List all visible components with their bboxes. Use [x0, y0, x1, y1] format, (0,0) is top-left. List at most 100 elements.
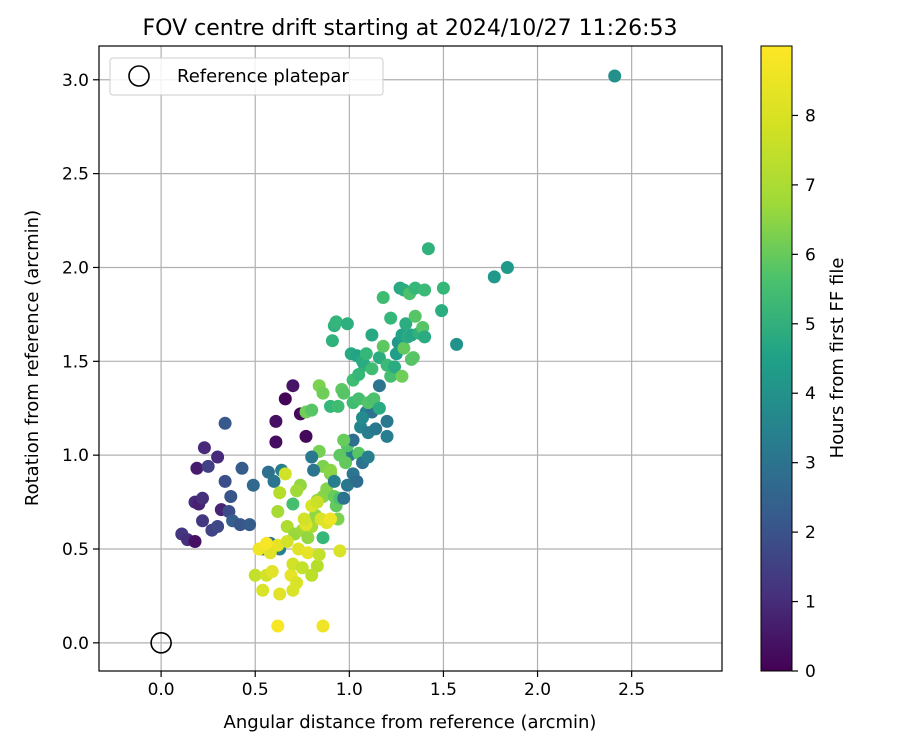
legend: Reference platepar [109, 57, 384, 96]
data-point [307, 463, 321, 477]
x-tick-label: 1.5 [430, 680, 457, 700]
y-tick-label: 0.0 [62, 634, 89, 654]
data-point [337, 386, 351, 400]
data-point [299, 429, 313, 443]
y-axis-ticks: 0.0 0.5 1.0 1.5 2.0 2.5 3.0 [62, 71, 99, 654]
colorbar-tick-label: 5 [805, 315, 816, 335]
data-point [290, 484, 304, 498]
legend-open-circle-icon [128, 65, 150, 87]
data-point [450, 337, 464, 351]
data-point [297, 512, 311, 526]
x-tick-label: 2.5 [618, 680, 645, 700]
y-tick-label: 1.0 [62, 446, 89, 466]
data-point [608, 69, 622, 83]
colorbar-gradient [760, 45, 793, 672]
data-point [246, 478, 260, 492]
data-point [418, 283, 432, 297]
data-point [224, 490, 238, 503]
data-point [295, 561, 309, 575]
x-tick-label: 1.0 [336, 680, 363, 700]
data-point [408, 309, 422, 323]
data-point [278, 392, 292, 406]
data-point [365, 362, 379, 376]
data-point [361, 450, 375, 464]
colorbar-tick-label: 8 [805, 106, 816, 126]
data-point [269, 414, 283, 428]
y-axis-label: Rotation from reference (arcmin) [22, 210, 43, 506]
data-point [384, 311, 398, 325]
data-point [369, 422, 383, 436]
data-point [267, 474, 281, 488]
data-point [310, 495, 324, 509]
data-point [305, 568, 319, 582]
data-point [435, 304, 449, 318]
colorbar-tick-label: 0 [805, 662, 816, 682]
data-point [421, 242, 435, 256]
colorbar-tick-label: 1 [805, 593, 816, 613]
data-point [372, 401, 386, 415]
y-tick-label: 0.5 [62, 540, 89, 560]
data-point [324, 512, 337, 526]
colorbar-tick-label: 2 [805, 523, 816, 543]
data-point [248, 568, 262, 582]
reference-point-marker [150, 632, 172, 654]
colorbar: 0 1 2 3 4 5 6 7 8 Hours from first FF file [760, 45, 848, 682]
x-tick-label: 0.5 [242, 680, 269, 700]
data-point [500, 261, 514, 274]
data-point [337, 491, 351, 505]
colorbar-tick-label: 6 [805, 245, 816, 265]
data-point [333, 544, 347, 558]
data-point [339, 456, 353, 470]
data-point [395, 369, 409, 383]
plot-frame [98, 45, 723, 672]
data-point [340, 317, 354, 331]
data-point [260, 536, 273, 550]
y-tick-label: 2.5 [62, 165, 89, 185]
data-point [406, 351, 420, 365]
data-point [190, 461, 204, 475]
data-point [305, 450, 319, 464]
data-point [265, 565, 279, 578]
colorbar-tick-label: 3 [805, 454, 816, 474]
data-point [280, 535, 294, 548]
data-point [487, 270, 501, 284]
data-point [346, 433, 360, 447]
colorbar-label: Hours from first FF file [827, 258, 848, 459]
data-point [331, 399, 345, 413]
legend-entry-label: Reference platepar [177, 66, 349, 87]
data-point [312, 548, 326, 562]
data-point [316, 531, 330, 545]
data-point [327, 474, 341, 488]
data-point [286, 379, 300, 393]
data-point [376, 339, 390, 353]
data-point [350, 474, 364, 488]
data-point [316, 619, 330, 633]
data-point [388, 360, 401, 374]
chart-title: FOV centre drift starting at 2024/10/27 … [143, 16, 678, 41]
legend-box [109, 57, 384, 96]
data-point [273, 587, 287, 601]
x-tick-label: 0.0 [148, 680, 175, 700]
data-point [316, 386, 330, 400]
colorbar-tick-label: 7 [805, 176, 816, 196]
x-tick-label: 2.0 [524, 680, 551, 700]
data-point [397, 341, 411, 355]
data-point [359, 347, 373, 361]
data-point [278, 467, 292, 481]
colorbar-tick-label: 4 [805, 384, 816, 404]
x-axis-label: Angular distance from reference (arcmin) [224, 712, 597, 733]
y-tick-label: 2.0 [62, 258, 89, 278]
data-point [310, 559, 324, 573]
data-point [356, 411, 369, 425]
data-point [380, 414, 394, 428]
data-point [243, 518, 257, 532]
data-point [290, 576, 304, 590]
data-point [436, 281, 450, 295]
x-axis-ticks: 0.0 0.5 1.0 1.5 2.0 2.5 [148, 671, 645, 700]
data-points [175, 69, 622, 633]
data-point [352, 368, 366, 381]
data-point [337, 433, 351, 447]
data-point [399, 317, 413, 331]
data-point [256, 583, 270, 597]
